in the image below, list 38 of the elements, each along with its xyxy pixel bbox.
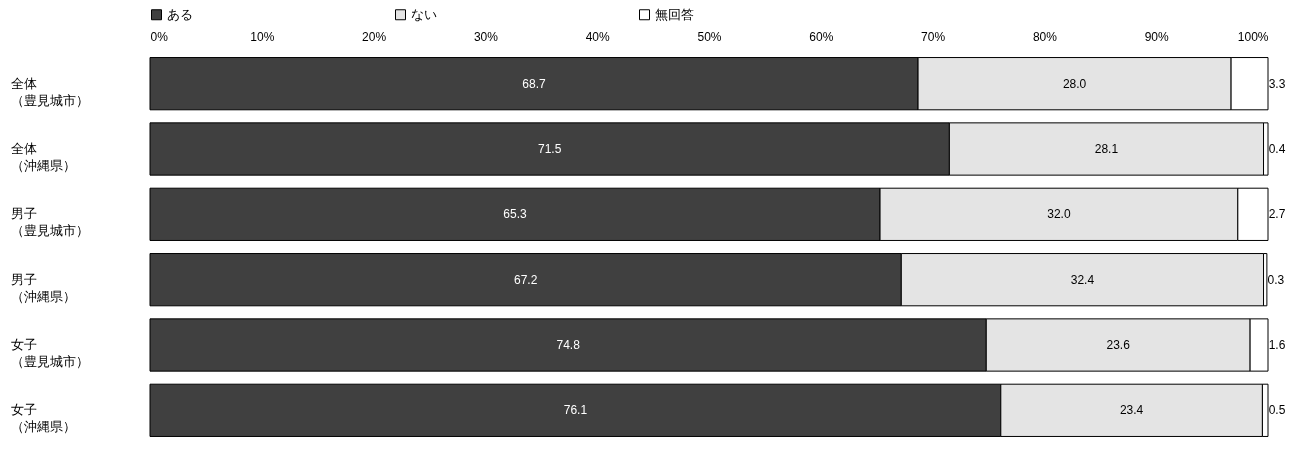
data-label: 32.4 [1070, 272, 1095, 287]
y-tick-label: 女子（豊見城市） [10, 337, 89, 369]
legend-label: 無回答 [655, 6, 694, 22]
data-label: 67.2 [513, 272, 538, 287]
x-tick-label: 70% [921, 29, 946, 44]
x-tick-label: 80% [1032, 29, 1058, 44]
data-label: 23.4 [1119, 403, 1144, 418]
data-label: 71.5 [538, 142, 562, 156]
y-tick-label: 全体（沖縄県） [10, 141, 76, 173]
data-label: 1.6 [1268, 338, 1286, 352]
x-tick-label: 10% [250, 29, 275, 44]
data-label: 2.7 [1268, 207, 1286, 222]
data-label: 0.5 [1268, 403, 1286, 418]
x-tick-label: 30% [473, 29, 499, 44]
x-tick-label: 90% [1144, 29, 1170, 44]
x-tick-label: 50% [697, 29, 722, 44]
data-label: 65.3 [503, 207, 528, 222]
data-label: 32.0 [1047, 207, 1071, 222]
y-tick-label: 男子（豊見城市） [10, 206, 89, 239]
data-label: 0.3 [1267, 272, 1285, 287]
data-label: 23.6 [1106, 338, 1131, 352]
legend-label: ある [167, 6, 193, 22]
x-tick-label: 40% [585, 29, 611, 44]
data-label: 0.4 [1268, 142, 1286, 156]
y-tick-label: 女子（沖縄県） [10, 402, 76, 435]
x-tick-label: 20% [362, 29, 387, 44]
data-label: 76.1 [563, 403, 588, 418]
data-label: 28.0 [1062, 76, 1087, 91]
data-label: 3.3 [1268, 76, 1286, 91]
x-tick-label: 100% [1237, 29, 1269, 44]
y-tick-label: 全体（豊見城市） [10, 75, 89, 108]
data-label: 74.8 [556, 338, 581, 352]
data-label: 68.7 [522, 76, 547, 91]
y-tick-label: 男子（沖縄県） [10, 271, 76, 304]
legend-label: ない [411, 6, 437, 22]
x-tick-label: 0% [150, 29, 169, 44]
data-label: 28.1 [1094, 142, 1119, 156]
x-tick-label: 60% [809, 29, 834, 44]
